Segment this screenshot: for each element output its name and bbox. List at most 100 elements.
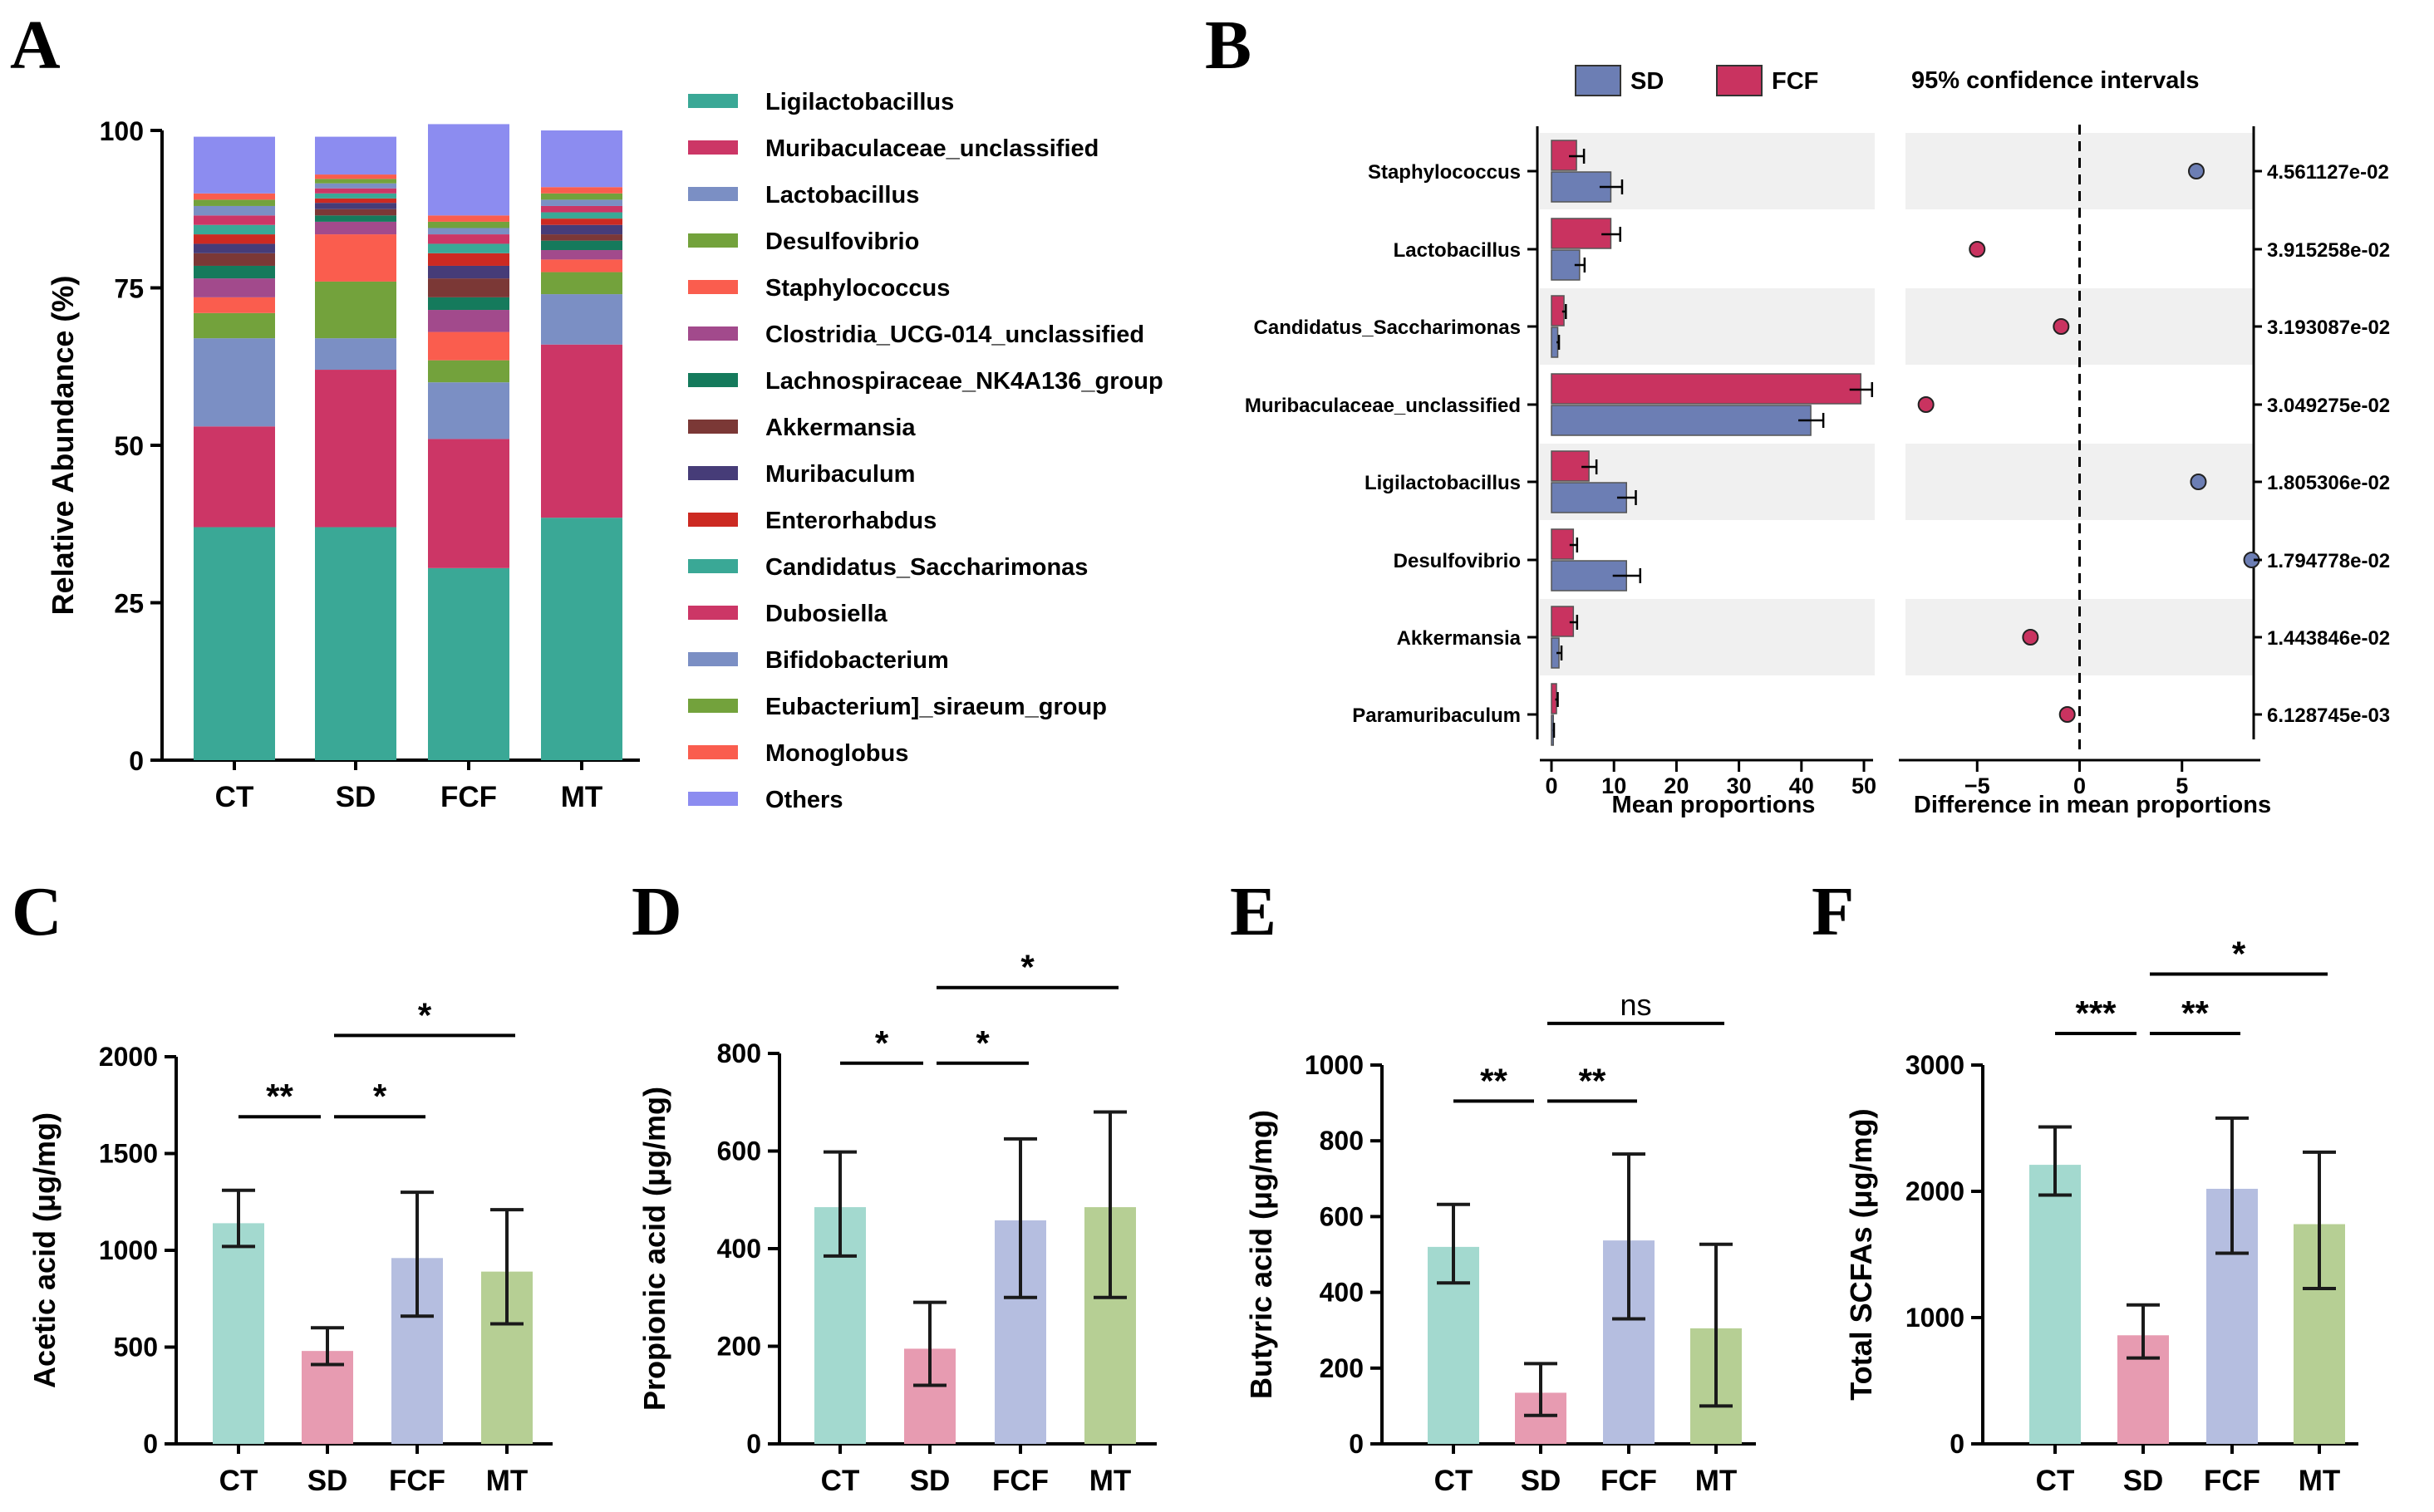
y-tick-label: 800 bbox=[717, 1038, 761, 1068]
panel-b: B SD FCF 95% confidence intervals 0 10 20 30 40 5… bbox=[1205, 7, 2390, 818]
left-x-tick-label: 50 bbox=[1851, 773, 1876, 798]
bar-segment-ligilactobacillus-mt bbox=[541, 518, 622, 760]
panel-label-c: C bbox=[12, 873, 62, 950]
legend-label-dubosiella: Dubosiella bbox=[765, 601, 888, 627]
left-x-tick-label: 0 bbox=[1545, 773, 1557, 798]
category-label-akkermansia: Akkermansia bbox=[1397, 627, 1522, 650]
legend-label-monoglobus: Monoglobus bbox=[765, 740, 908, 767]
difference-point-paramuribaculum bbox=[2058, 706, 2076, 723]
fcf-bar-lactobacillus bbox=[1551, 218, 1612, 249]
legend-swatch-muribaculum bbox=[688, 466, 738, 480]
legend-label-others: Others bbox=[765, 787, 843, 813]
fcf-bar-desulfovibrio bbox=[1551, 528, 1575, 560]
fcf-bar-ligilactobacillus bbox=[1551, 450, 1590, 482]
bar-segment-others-ct bbox=[194, 136, 275, 194]
right-x-axis-title: Difference in mean proportions bbox=[1914, 792, 2271, 818]
left-x-tick-label: 40 bbox=[1789, 773, 1814, 798]
right-x-tick-label: 5 bbox=[2176, 773, 2188, 798]
left-x-tick-label: 10 bbox=[1601, 773, 1626, 798]
bar-segment-candidatus-saccharimonas-fcf bbox=[428, 243, 509, 253]
legend-swatch-lactobacillus bbox=[688, 187, 738, 201]
y-tick-label: 800 bbox=[1320, 1126, 1364, 1156]
left-x-axis-title: Mean proportions bbox=[1612, 792, 1816, 818]
legend-swatch-eubacterium-siraeum-group bbox=[688, 699, 738, 713]
bar-segment-lachnospiraceae-nk4a136-group-fcf bbox=[428, 297, 509, 311]
x-tick-label-fcf: FCF bbox=[2204, 1465, 2260, 1497]
bar-segment-eubacterium-siraeum-group-ct bbox=[194, 199, 275, 206]
y-tick-label: 1000 bbox=[99, 1235, 158, 1265]
y-tick-label: 600 bbox=[717, 1136, 761, 1166]
bar-segment-dubosiella-sd bbox=[315, 188, 396, 194]
bar-segment-lachnospiraceae-nk4a136-group-sd bbox=[315, 215, 396, 222]
bar-segment-monoglobus-ct bbox=[194, 193, 275, 200]
y-tick-label: 200 bbox=[1320, 1353, 1364, 1383]
y-tick-label: 75 bbox=[114, 274, 144, 304]
category-label-paramuribaculum: Paramuribaculum bbox=[1352, 704, 1521, 727]
y-axis-title: Relative Abundance (%) bbox=[46, 276, 80, 616]
bar-segment-eubacterium-siraeum-group-mt bbox=[541, 193, 622, 200]
significance-label-3: * bbox=[418, 995, 432, 1034]
y-tick-label: 0 bbox=[129, 746, 144, 776]
bar-segment-desulfovibrio-mt bbox=[541, 272, 622, 295]
bar-segment-candidatus-saccharimonas-mt bbox=[541, 212, 622, 219]
bar-segment-eubacterium-siraeum-group-fcf bbox=[428, 221, 509, 228]
significance-label-1: *** bbox=[2075, 994, 2117, 1033]
category-label-candidatus-saccharimonas: Candidatus_Saccharimonas bbox=[1254, 317, 1521, 339]
y-tick-label: 600 bbox=[1320, 1201, 1364, 1231]
difference-point-staphylococcus bbox=[2187, 163, 2205, 179]
x-tick-label-mt: MT bbox=[1695, 1465, 1738, 1497]
category-label-ligilactobacillus: Ligilactobacillus bbox=[1365, 472, 1521, 494]
fcf-bar-muribaculaceae-unclassified bbox=[1551, 373, 1861, 405]
y-tick-label: 1000 bbox=[1305, 1050, 1364, 1080]
row-shade-left bbox=[1540, 288, 1875, 365]
legend-swatch-sd bbox=[1575, 65, 1621, 96]
y-tick-label: 2000 bbox=[1905, 1176, 1964, 1206]
x-tick-label-ct: CT bbox=[2036, 1465, 2075, 1497]
bar-segment-candidatus-saccharimonas-ct bbox=[194, 224, 275, 235]
y-tick-label: 2000 bbox=[99, 1042, 158, 1072]
panel-label-f: F bbox=[1812, 873, 1854, 950]
x-tick-label-mt: MT bbox=[2299, 1465, 2341, 1497]
y-axis-title: Total SCFAs (μg/mg) bbox=[1844, 1108, 1878, 1400]
x-tick-label-sd: SD bbox=[2123, 1465, 2164, 1497]
bar-segment-bifidobacterium-fcf bbox=[428, 228, 509, 235]
significance-label-2: ** bbox=[1579, 1061, 1606, 1100]
bar-segment-dubosiella-fcf bbox=[428, 234, 509, 244]
y-tick-label: 50 bbox=[114, 431, 144, 461]
legend-swatch-fcf bbox=[1716, 65, 1763, 96]
legend-label-desulfovibrio: Desulfovibrio bbox=[765, 228, 919, 255]
difference-point-muribaculaceae-unclassified bbox=[1917, 396, 1935, 413]
x-tick-label-ct: CT bbox=[821, 1465, 860, 1497]
panel-c: C 0 500 1000 1500 2000 Acetic acid (μg/mg) CT SD… bbox=[12, 873, 553, 1497]
x-tick-label-sd: SD bbox=[307, 1465, 348, 1497]
x-tick-label-sd: SD bbox=[336, 781, 376, 813]
significance-label-3: * bbox=[2232, 935, 2246, 974]
ci-title: 95% confidence intervals bbox=[1911, 67, 2200, 94]
bar-segment-others-fcf bbox=[428, 124, 509, 216]
bar-segment-lachnospiraceae-nk4a136-group-mt bbox=[541, 240, 622, 251]
legend-label-eubacterium-siraeum-group: Eubacterium]_siraeum_group bbox=[765, 694, 1107, 720]
bar-segment-muribaculum-ct bbox=[194, 243, 275, 253]
bar-segment-bifidobacterium-sd bbox=[315, 183, 396, 189]
significance-label-3: ns bbox=[1620, 988, 1651, 1022]
bar-segment-lactobacillus-fcf bbox=[428, 382, 509, 439]
bar-segment-muribaculum-fcf bbox=[428, 265, 509, 279]
bar-segment-clostridia-ucg-014-unclassified-fcf bbox=[428, 310, 509, 332]
bar-segment-desulfovibrio-fcf bbox=[428, 360, 509, 383]
bar-segment-candidatus-saccharimonas-sd bbox=[315, 193, 396, 199]
bar-ct bbox=[2029, 1165, 2081, 1444]
bar-segment-monoglobus-fcf bbox=[428, 215, 509, 222]
y-tick-label: 1000 bbox=[1905, 1303, 1964, 1333]
bar-segment-enterorhabdus-mt bbox=[541, 218, 622, 225]
x-tick-label-ct: CT bbox=[215, 781, 254, 813]
legend-label-lactobacillus: Lactobacillus bbox=[765, 182, 919, 209]
legend-swatch-akkermansia bbox=[688, 420, 738, 434]
y-axis-title: Butyric acid (μg/mg) bbox=[1244, 1110, 1278, 1399]
x-tick-label-mt: MT bbox=[1089, 1465, 1132, 1497]
bar-segment-bifidobacterium-mt bbox=[541, 199, 622, 206]
panel-label-d: D bbox=[632, 873, 682, 950]
right-x-tick-label: −5 bbox=[1964, 773, 1990, 798]
category-label-desulfovibrio: Desulfovibrio bbox=[1394, 550, 1521, 572]
bar-segment-muribaculaceae-unclassified-ct bbox=[194, 426, 275, 528]
bar-segment-enterorhabdus-sd bbox=[315, 198, 396, 204]
